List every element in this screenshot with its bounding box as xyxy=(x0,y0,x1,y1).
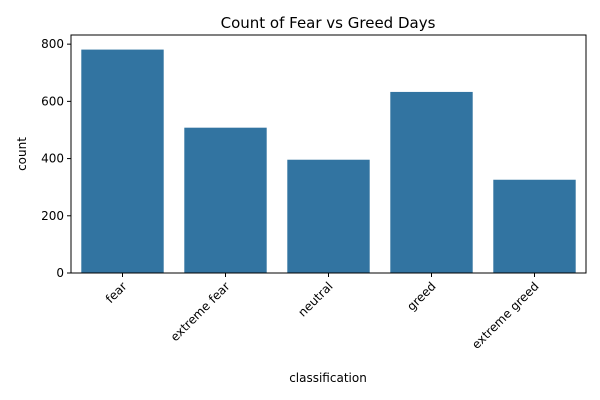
bar-neutral xyxy=(287,160,369,273)
chart-title: Count of Fear vs Greed Days xyxy=(221,14,436,32)
bar-extreme-greed xyxy=(493,180,575,273)
x-tick-label-neutral: neutral xyxy=(295,279,335,319)
y-axis-label: count xyxy=(15,137,29,171)
x-tick-label-fear: fear xyxy=(103,279,130,306)
y-axis: 0 200 400 600 800 xyxy=(41,37,71,280)
x-tick-label-greed: greed xyxy=(404,279,438,313)
bars-group xyxy=(81,50,575,273)
y-tick-label-800: 800 xyxy=(41,37,64,51)
x-tick-label-extreme-fear: extreme fear xyxy=(168,279,233,344)
y-tick-label-0: 0 xyxy=(56,266,64,280)
y-tick-label-200: 200 xyxy=(41,209,64,223)
bar-extreme-fear xyxy=(184,128,266,273)
x-axis: fear extreme fear neutral greed extreme gree… xyxy=(103,273,542,352)
x-tick-label-extreme-greed: extreme greed xyxy=(469,279,542,352)
x-axis-label: classification xyxy=(289,371,367,385)
y-tick-label-400: 400 xyxy=(41,152,64,166)
y-tick-label-600: 600 xyxy=(41,94,64,108)
bar-fear xyxy=(81,50,163,273)
bar-greed xyxy=(390,92,472,273)
